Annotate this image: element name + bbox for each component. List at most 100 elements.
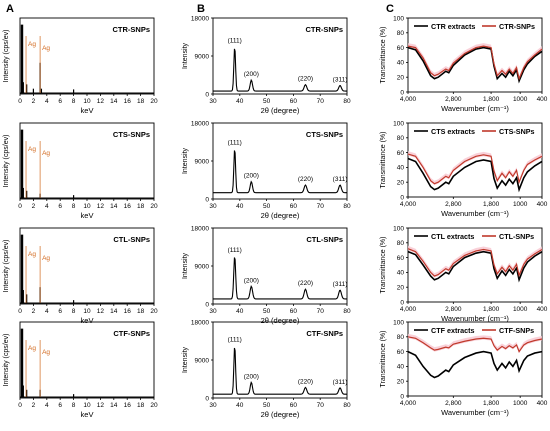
miller-index-label: (200)	[244, 173, 259, 180]
x-tick-label: 20	[150, 402, 158, 409]
y-tick-label: 40	[397, 270, 405, 277]
x-tick-label: 20	[150, 203, 158, 210]
x-tick-label: 70	[317, 308, 325, 315]
x-tick-label: 10	[83, 98, 91, 105]
miller-index-label: (311)	[333, 176, 348, 183]
ag-label: Ag	[28, 146, 36, 153]
miller-index-label: (220)	[298, 76, 313, 83]
plot-frame	[407, 227, 543, 303]
y-axis-label: Transmittance (%)	[380, 27, 387, 84]
y-tick-label: 9000	[195, 53, 210, 60]
x-axis-label: Wavenumber (cm⁻¹)	[441, 408, 509, 417]
x-tick-label: 8	[72, 98, 76, 105]
x-tick-label: 4,000	[400, 201, 417, 208]
legend-label-snp: CTF-SNPs	[499, 326, 534, 335]
y-tick-label: 100	[393, 225, 404, 232]
x-tick-label: 40	[236, 308, 244, 315]
y-tick-label: 40	[397, 60, 405, 67]
y-tick-label: 0	[205, 301, 209, 308]
x-tick-label: 40	[236, 402, 244, 409]
miller-index-label: (111)	[228, 337, 242, 344]
miller-index-label: (220)	[298, 378, 313, 385]
x-tick-label: 16	[124, 308, 132, 315]
ag-label: Ag	[28, 345, 36, 352]
x-tick-label: 30	[209, 98, 217, 105]
x-tick-label: 2,800	[445, 201, 462, 208]
x-tick-label: 50	[263, 308, 271, 315]
y-tick-label: 100	[393, 120, 404, 127]
x-tick-label: 2	[32, 203, 36, 210]
x-tick-label: 70	[317, 98, 325, 105]
chart-a-1: 0 2 4 6 8 10 12 14 16 18 20 keV Intensity (cps/ev) Ag…	[3, 17, 158, 115]
miller-index-label: (200)	[244, 373, 259, 380]
x-tick-label: 14	[110, 402, 118, 409]
y-tick-label: 20	[397, 75, 405, 82]
x-tick-label: 4	[45, 308, 49, 315]
x-tick-label: 2,800	[445, 400, 462, 407]
x-tick-label: 70	[317, 402, 325, 409]
x-tick-label: 6	[58, 308, 62, 315]
legend-label-extract: CTR extracts	[431, 22, 475, 31]
snp-series-line	[407, 153, 543, 185]
plot-frame	[407, 17, 543, 93]
y-tick-label: 80	[397, 30, 405, 37]
x-tick-label: 70	[317, 203, 325, 210]
x-tick-label: 4	[45, 98, 49, 105]
ftir-band	[408, 245, 542, 278]
x-axis-label: 2θ (degree)	[261, 410, 300, 419]
x-tick-label: 10	[83, 203, 91, 210]
x-tick-label: 2	[32, 308, 36, 315]
miller-index-label: (220)	[298, 176, 313, 183]
x-tick-label: 400	[537, 400, 548, 407]
legend-label-extract: CTS extracts	[431, 127, 475, 136]
chart-a-4: 0 2 4 6 8 10 12 14 16 18 20 keV Intensity (cps/ev) Ag…	[3, 321, 158, 419]
x-tick-label: 0	[18, 98, 22, 105]
y-tick-label: 60	[397, 45, 405, 52]
x-tick-label: 16	[124, 98, 132, 105]
x-tick-label: 4,000	[400, 400, 417, 407]
snp-series-line	[407, 248, 543, 278]
x-tick-label: 40	[236, 203, 244, 210]
legend-label-extract: CTF extracts	[431, 326, 475, 335]
x-tick-label: 18	[137, 98, 145, 105]
x-tick-label: 8	[72, 308, 76, 315]
miller-index-label: (111)	[228, 139, 242, 146]
legend-label-extract: CTL extracts	[431, 232, 474, 241]
x-tick-label: 20	[150, 98, 158, 105]
miller-index-label: (200)	[244, 71, 259, 78]
x-tick-label: 400	[537, 306, 548, 313]
y-tick-label: 80	[397, 334, 405, 341]
x-tick-label: 1,800	[483, 201, 500, 208]
ftir-band	[408, 151, 542, 186]
y-tick-label: 100	[393, 15, 404, 22]
miller-index-label: (311)	[333, 379, 348, 386]
x-tick-label: 1,800	[483, 400, 500, 407]
legend-label-snp: CTR-SNPs	[499, 22, 535, 31]
chart-b-3: 30 40 50 60 70 80 2θ (degree) Intensity 0 9000 180…	[182, 225, 351, 325]
xrd-pattern	[213, 150, 347, 194]
x-tick-label: 12	[97, 308, 105, 315]
x-tick-label: 8	[72, 402, 76, 409]
y-axis-label: Intensity (cps/ev)	[3, 135, 10, 188]
x-tick-label: 80	[343, 203, 351, 210]
ag-label: Ag	[42, 150, 50, 157]
y-axis-label: Transmittance (%)	[380, 132, 387, 189]
x-tick-label: 18	[137, 203, 145, 210]
x-tick-label: 4,000	[400, 96, 417, 103]
snp-series-line	[407, 336, 543, 353]
x-tick-label: 12	[97, 98, 105, 105]
miller-index-label: (111)	[228, 38, 242, 45]
x-tick-label: 80	[343, 308, 351, 315]
sample-label: CTL-SNPs	[306, 235, 343, 244]
x-axis-label: 2θ (degree)	[261, 106, 300, 115]
x-tick-label: 4	[45, 203, 49, 210]
x-tick-label: 12	[97, 203, 105, 210]
x-tick-label: 400	[537, 96, 548, 103]
x-tick-label: 1000	[513, 201, 528, 208]
miller-index-label: (220)	[298, 280, 313, 287]
y-tick-label: 0	[400, 299, 404, 306]
x-tick-label: 6	[58, 98, 62, 105]
